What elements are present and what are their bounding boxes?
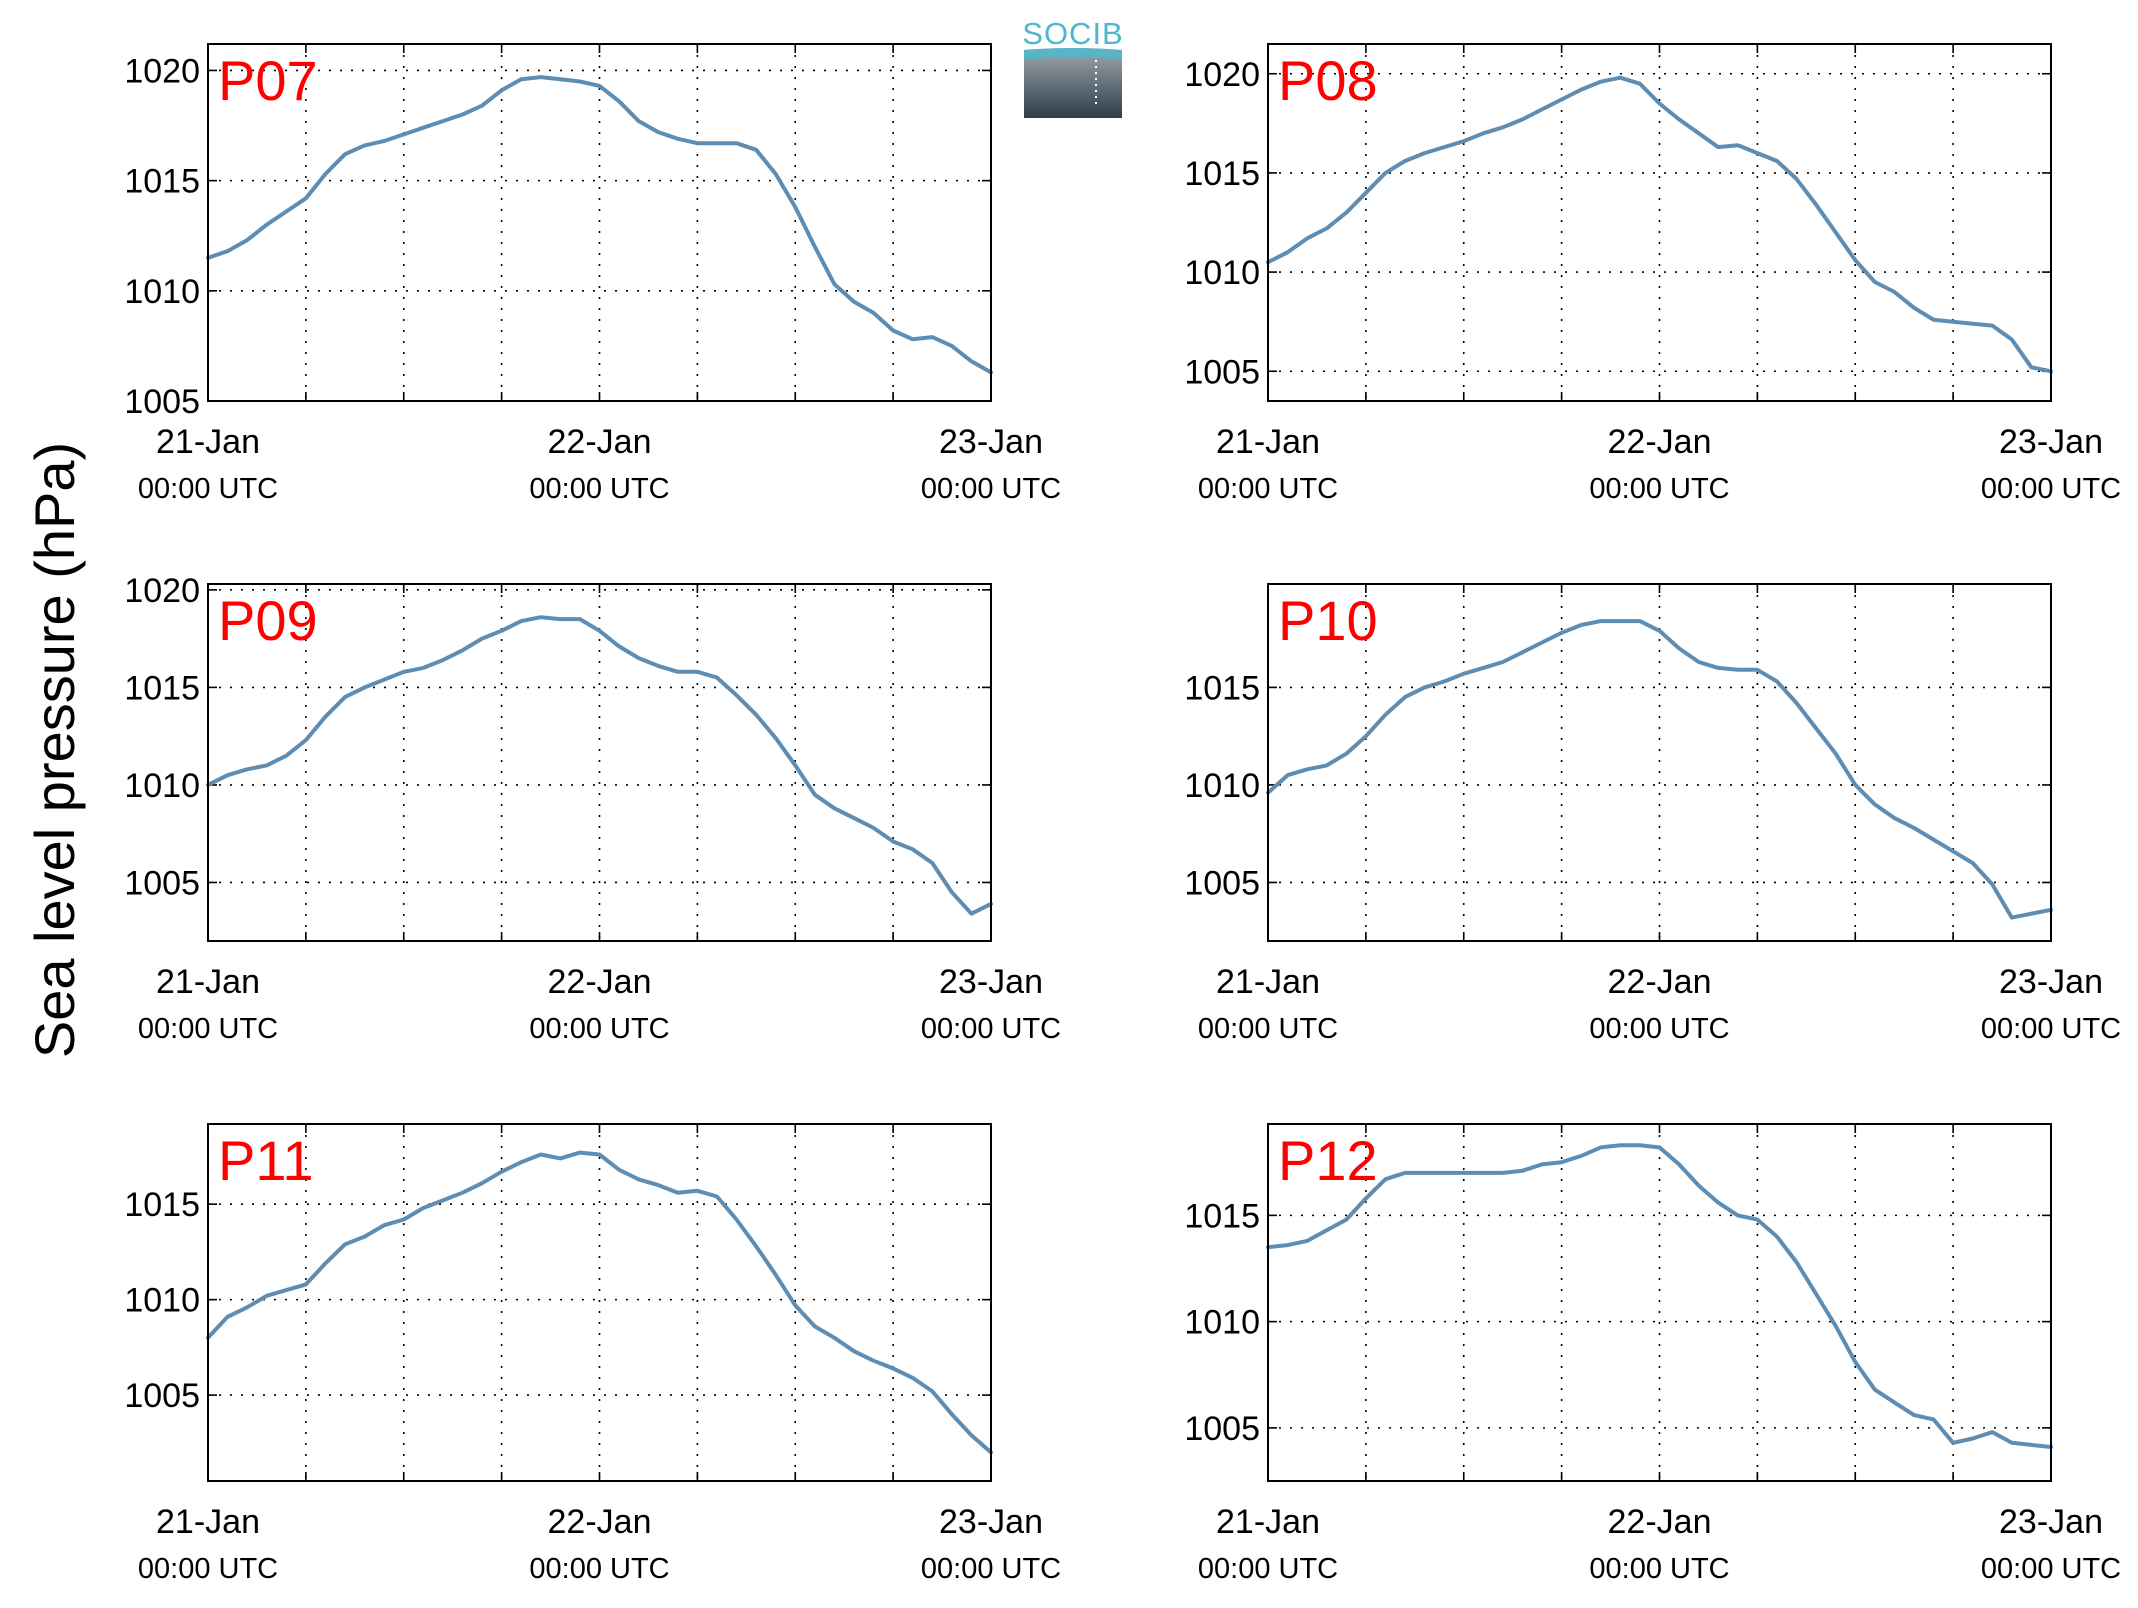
y-tick-label: 1005 — [124, 1377, 200, 1415]
x-tick-label: 22-Jan — [1608, 423, 1712, 461]
socib-logo-text: SOCIB — [1022, 16, 1123, 51]
axes-frame — [207, 1123, 992, 1482]
y-tick-label: 1005 — [124, 864, 200, 902]
axes-frame — [207, 583, 992, 942]
y-tick-label: 1015 — [124, 669, 200, 707]
pressure-series-line — [206, 75, 993, 375]
figure-ylabel: Sea level pressure (hPa) — [23, 442, 86, 1058]
y-tick-label: 1010 — [1184, 767, 1260, 805]
x-tick-sublabel: 00:00 UTC — [1981, 1013, 2121, 1045]
x-tick-label: 23-Jan — [1999, 1503, 2103, 1541]
axes-frame — [1267, 43, 2052, 402]
x-tick-label: 21-Jan — [156, 963, 260, 1001]
panel-title: P07 — [218, 49, 318, 112]
x-tick-label: 21-Jan — [1216, 963, 1320, 1001]
x-tick-sublabel: 00:00 UTC — [138, 1553, 278, 1585]
panel-5: 1005 1010 1015 21-Jan 00:00 UTC 22-Jan 00:00 U… — [124, 1123, 1061, 1585]
y-tick-label: 1010 — [124, 767, 200, 805]
panel-title: P11 — [218, 1129, 313, 1192]
y-tick-label: 1010 — [124, 1282, 200, 1320]
x-tick-label: 22-Jan — [548, 423, 652, 461]
x-tick-sublabel: 00:00 UTC — [138, 473, 278, 505]
panel-title: P08 — [1278, 49, 1378, 112]
y-tick-label: 1020 — [124, 572, 200, 610]
socib-logo: SOCIB — [1022, 16, 1123, 118]
y-tick-label: 1015 — [1184, 155, 1260, 193]
y-tick-label: 1020 — [124, 52, 200, 90]
x-tick-label: 22-Jan — [548, 963, 652, 1001]
y-tick-label: 1005 — [1184, 864, 1260, 902]
x-tick-sublabel: 00:00 UTC — [1589, 1553, 1729, 1585]
x-tick-sublabel: 00:00 UTC — [1198, 473, 1338, 505]
x-tick-label: 22-Jan — [548, 1503, 652, 1541]
x-tick-sublabel: 00:00 UTC — [1198, 1553, 1338, 1585]
x-tick-sublabel: 00:00 UTC — [529, 473, 669, 505]
x-tick-sublabel: 00:00 UTC — [921, 1013, 1061, 1045]
panel-title: P12 — [1278, 1129, 1378, 1192]
x-tick-label: 21-Jan — [156, 423, 260, 461]
panel-title: P09 — [218, 589, 318, 652]
axes-frame — [1267, 1123, 2052, 1482]
panel-title: P10 — [1278, 589, 1378, 652]
pressure-series-line — [1266, 75, 2053, 374]
y-tick-label: 1005 — [1184, 353, 1260, 391]
x-tick-label: 21-Jan — [156, 1503, 260, 1541]
x-tick-label: 22-Jan — [1608, 1503, 1712, 1541]
axes-frame — [1267, 583, 2052, 942]
y-tick-label: 1015 — [1184, 669, 1260, 707]
x-tick-label: 23-Jan — [1999, 963, 2103, 1001]
x-tick-label: 23-Jan — [939, 963, 1043, 1001]
x-tick-label: 21-Jan — [1216, 423, 1320, 461]
x-tick-sublabel: 00:00 UTC — [1981, 473, 2121, 505]
panel-3: 1005 1010 1015 1020 21-Jan 00:00 UTC 22-Jan 00:… — [124, 572, 1061, 1045]
y-tick-label: 1010 — [1184, 254, 1260, 292]
x-tick-label: 23-Jan — [939, 1503, 1043, 1541]
axes-frame — [207, 43, 992, 402]
y-tick-label: 1010 — [1184, 1304, 1260, 1342]
x-tick-label: 22-Jan — [1608, 963, 1712, 1001]
x-tick-label: 23-Jan — [939, 423, 1043, 461]
x-tick-sublabel: 00:00 UTC — [921, 1553, 1061, 1585]
y-tick-label: 1015 — [1184, 1197, 1260, 1235]
x-tick-label: 21-Jan — [1216, 1503, 1320, 1541]
y-tick-label: 1005 — [1184, 1410, 1260, 1448]
x-tick-sublabel: 00:00 UTC — [138, 1013, 278, 1045]
y-tick-label: 1015 — [124, 1186, 200, 1224]
x-tick-label: 23-Jan — [1999, 423, 2103, 461]
pressure-series-line — [1266, 1143, 2053, 1449]
pressure-series-line — [206, 615, 993, 916]
pressure-series-line — [206, 1150, 993, 1455]
panel-6: 1005 1010 1015 21-Jan 00:00 UTC 22-Jan 00:00 U… — [1184, 1123, 2121, 1585]
x-tick-sublabel: 00:00 UTC — [1589, 473, 1729, 505]
x-tick-sublabel: 00:00 UTC — [529, 1013, 669, 1045]
panel-1: 1005 1010 1015 1020 21-Jan 00:00 UTC 22-Jan 00:… — [124, 43, 1061, 505]
x-tick-sublabel: 00:00 UTC — [1981, 1553, 2121, 1585]
y-tick-label: 1015 — [124, 163, 200, 201]
y-tick-label: 1010 — [124, 273, 200, 311]
x-tick-sublabel: 00:00 UTC — [1198, 1013, 1338, 1045]
x-tick-sublabel: 00:00 UTC — [1589, 1013, 1729, 1045]
panel-4: 1005 1010 1015 21-Jan 00:00 UTC 22-Jan 00:00 U… — [1184, 583, 2121, 1045]
x-tick-sublabel: 00:00 UTC — [921, 473, 1061, 505]
y-tick-label: 1005 — [124, 383, 200, 421]
pressure-series-line — [1266, 619, 2053, 920]
y-tick-label: 1020 — [1184, 56, 1260, 94]
panel-2: 1005 1010 1015 1020 21-Jan 00:00 UTC 22-Jan 00:… — [1184, 43, 2121, 505]
x-tick-sublabel: 00:00 UTC — [529, 1553, 669, 1585]
